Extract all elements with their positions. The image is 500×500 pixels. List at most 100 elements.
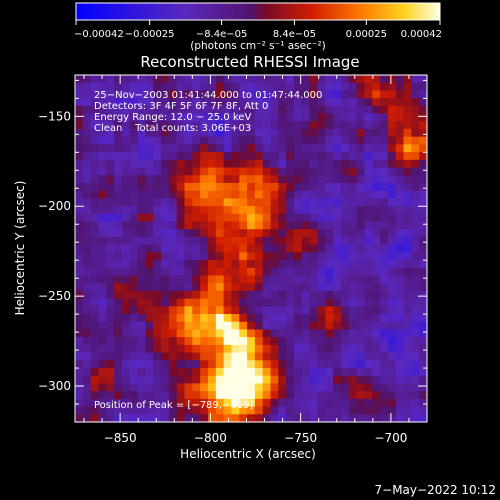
- heatmap-cell: [294, 252, 303, 261]
- heatmap-cell: [129, 105, 139, 115]
- heatmap-cell: [137, 406, 146, 415]
- heatmap-cell: [215, 414, 225, 423]
- heatmap-cell: [419, 182, 428, 192]
- heatmap-cell: [411, 159, 420, 169]
- heatmap-cell: [247, 82, 256, 92]
- heatmap-cell: [161, 82, 170, 92]
- heatmap-cell: [176, 321, 186, 331]
- heatmap-cell: [137, 198, 146, 207]
- heatmap-cell: [129, 375, 139, 385]
- heatmap-cell: [317, 252, 326, 261]
- heatmap-cell: [333, 229, 342, 238]
- heatmap-cell: [348, 406, 358, 415]
- heatmap-cell: [309, 260, 319, 269]
- heatmap-cell: [294, 267, 303, 277]
- heatmap-cell: [121, 82, 131, 92]
- heatmap-cell: [294, 329, 303, 338]
- heatmap-cell: [145, 275, 154, 284]
- heatmap-cell: [137, 121, 146, 130]
- heatmap-cell: [207, 414, 217, 423]
- heatmap-cell: [262, 167, 272, 176]
- heatmap-cell: [184, 260, 193, 269]
- heatmap-cell: [270, 260, 279, 269]
- heatmap-cell: [419, 221, 428, 230]
- heatmap-cell: [90, 113, 100, 122]
- heatmap-cell: [411, 244, 420, 253]
- heatmap-cell: [387, 283, 397, 292]
- heatmap-cell: [372, 368, 381, 377]
- heatmap-cell: [121, 398, 131, 408]
- heatmap-cell: [82, 206, 92, 215]
- heatmap-cell: [254, 298, 264, 307]
- heatmap-cell: [145, 75, 154, 84]
- heatmap-cell: [387, 306, 397, 315]
- heatmap-cell: [239, 98, 248, 107]
- heatmap-cell: [356, 98, 366, 107]
- heatmap-cell: [90, 82, 100, 92]
- heatmap-cell: [294, 398, 303, 408]
- heatmap-cell: [215, 398, 225, 408]
- heatmap-cell: [270, 113, 279, 122]
- heatmap-cell: [90, 368, 100, 377]
- heatmap-cell: [239, 290, 248, 300]
- heatmap-cell: [176, 267, 186, 277]
- heatmap-cell: [231, 267, 240, 277]
- heatmap-cell: [419, 82, 428, 92]
- heatmap-cell: [114, 375, 123, 385]
- heatmap-cell: [137, 329, 146, 338]
- heatmap-cell: [294, 221, 303, 230]
- heatmap-cell: [325, 329, 334, 338]
- heatmap-cell: [364, 252, 373, 261]
- heatmap-cell: [176, 344, 186, 354]
- heatmap-cell: [207, 175, 217, 184]
- heatmap-cell: [403, 391, 412, 400]
- heatmap-cell: [231, 190, 240, 199]
- heatmap-cell: [372, 260, 381, 269]
- heatmap-cell: [200, 344, 209, 354]
- heatmap-cell: [168, 252, 178, 261]
- heatmap-cell: [333, 383, 342, 392]
- heatmap-cell: [239, 352, 248, 361]
- heatmap-cell: [239, 283, 248, 292]
- heatmap-cell: [223, 198, 233, 207]
- heatmap-cell: [168, 221, 178, 230]
- heatmap-cell: [121, 290, 131, 300]
- heatmap-cell: [176, 152, 186, 161]
- heatmap-cell: [231, 383, 240, 392]
- heatmap-cell: [200, 375, 209, 385]
- heatmap-cell: [247, 368, 256, 377]
- heatmap-cell: [278, 252, 287, 261]
- heatmap-cell: [317, 136, 326, 145]
- heatmap-cell: [215, 337, 225, 346]
- heatmap-cell: [106, 344, 115, 354]
- heatmap-cell: [200, 229, 209, 238]
- heatmap-cell: [372, 375, 381, 385]
- heatmap-cell: [301, 375, 311, 385]
- heatmap-cell: [403, 337, 412, 346]
- heatmap-cell: [317, 260, 326, 269]
- heatmap-cell: [75, 221, 84, 230]
- heatmap-cell: [270, 298, 279, 307]
- heatmap-cell: [247, 229, 256, 238]
- heatmap-cell: [254, 159, 264, 169]
- heatmap-cell: [301, 391, 311, 400]
- heatmap-cell: [168, 414, 178, 423]
- heatmap-cell: [372, 198, 381, 207]
- heatmap-cell: [121, 121, 131, 130]
- heatmap-cell: [145, 136, 154, 145]
- heatmap-cell: [380, 190, 389, 199]
- heatmap-cell: [75, 82, 84, 92]
- heatmap-cell: [82, 267, 92, 277]
- heatmap-cell: [356, 406, 366, 415]
- heatmap-cell: [309, 352, 319, 361]
- heatmap-cell: [348, 414, 358, 423]
- heatmap-cell: [395, 159, 405, 169]
- heatmap-cell: [294, 90, 303, 99]
- heatmap-cell: [114, 290, 123, 300]
- colorbar-gradient: [76, 3, 440, 20]
- heatmap-cell: [317, 75, 326, 84]
- heatmap-cell: [262, 198, 272, 207]
- heatmap-cell: [168, 105, 178, 115]
- colorbar: −0.00042 −0.00025 −8.4e−05 8.4e−05 0.00025 0.…: [74, 2, 442, 52]
- heatmap-cell: [348, 267, 358, 277]
